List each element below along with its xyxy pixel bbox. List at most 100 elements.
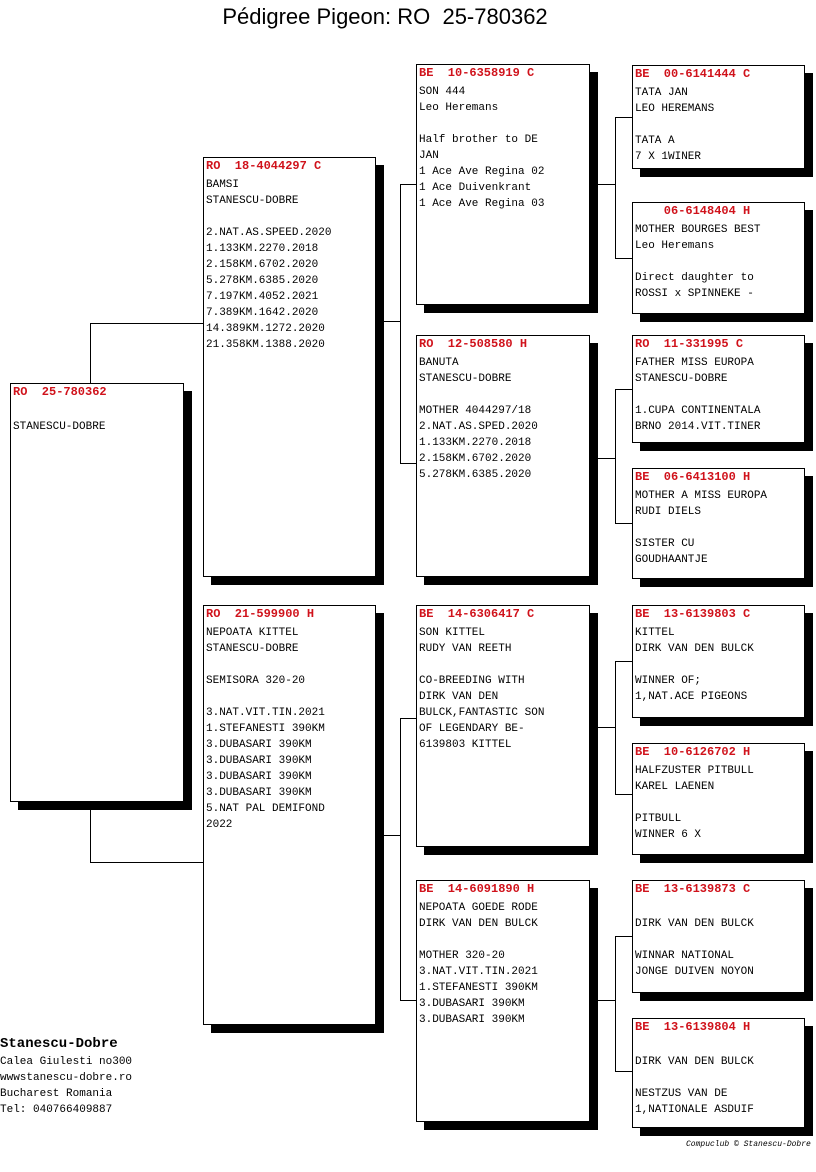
ring-number: RO 25-780362	[13, 385, 107, 399]
pigeon-info-line: 2.NAT.AS.SPEED.2020	[206, 227, 332, 239]
connector-line	[90, 323, 91, 383]
pigeon-info-line: KAREL LAENEN	[635, 781, 715, 793]
connector-line	[400, 184, 416, 185]
breeder-phone: Tel: 040766409887	[0, 1104, 113, 1116]
pigeon-info-line: BRNO 2014.VIT.TINER	[635, 421, 761, 433]
pigeon-card-great-grandparent: BE 10-6126702 H HALFZUSTER PITBULL KAREL L…	[632, 743, 805, 855]
pigeon-info-line: MOTHER 4044297/18	[419, 405, 532, 417]
connector-line	[590, 1000, 615, 1001]
pigeon-info-line: KITTEL	[635, 627, 675, 639]
pigeon-info-line: STANESCU-DOBRE	[13, 421, 106, 433]
pigeon-info-line: BULCK,FANTASTIC SON	[419, 707, 545, 719]
connector-line	[615, 389, 632, 390]
connector-line	[90, 862, 203, 863]
pigeon-info-line	[13, 403, 181, 419]
pigeon-info-line: 1.133KM.2270.2018	[206, 243, 319, 255]
breeder-website: wwwstanescu-dobre.ro	[0, 1072, 133, 1084]
pigeon-info-line	[206, 689, 373, 705]
pigeon-info-line: 1.CUPA CONTINENTALA	[635, 405, 761, 417]
pigeon-info-line: TATA A	[635, 135, 675, 147]
pigeon-info-line: JAN	[419, 150, 439, 162]
pigeon-info-line: MOTHER BOURGES BEST	[635, 224, 761, 236]
pigeon-info-line: TATA JAN	[635, 87, 688, 99]
connector-line	[615, 661, 632, 662]
pigeon-info-line: STANESCU-DOBRE	[206, 643, 299, 655]
ring-number: BE 13-6139873 C	[635, 882, 751, 896]
connector-line	[400, 463, 416, 464]
pigeon-info-line	[206, 657, 373, 673]
pigeon-card-grandparent: BE 10-6358919 C SON 444 Leo Heremans Half b…	[416, 64, 590, 305]
pigeon-info-line: SEMISORA 320-20	[206, 675, 306, 687]
ring-number: 06-6148404 H	[635, 204, 751, 218]
pigeon-info-line: DIRK VAN DEN	[419, 691, 499, 703]
pigeon-info-line: DIRK VAN DEN BULCK	[419, 918, 538, 930]
pigeon-info-line: NEPOATA KITTEL	[206, 627, 299, 639]
pigeon-info-line: 1 Ace Ave Regina 02	[419, 166, 545, 178]
pigeon-info-line: SON 444	[419, 86, 466, 98]
pigeon-info-line: BAMSI	[206, 179, 240, 191]
pigeon-info-line: BANUTA	[419, 357, 459, 369]
breeder-info: Stanescu-Dobre Calea Giulesti no300 wwws…	[0, 1034, 132, 1118]
pigeon-card-grandparent: BE 14-6306417 C SON KITTEL RUDY VAN REETH C…	[416, 605, 590, 847]
pigeon-card-parent: RO 21-599900 H NEPOATA KITTEL STANESCU-DOB…	[203, 605, 376, 1025]
pigeon-info-line: CO-BREEDING WITH	[419, 675, 525, 687]
pigeon-info-line: MOTHER A MISS EUROPA	[635, 490, 768, 502]
connector-line	[615, 523, 632, 524]
pigeon-card-great-grandparent: 06-6148404 H MOTHER BOURGES BEST Leo Herem…	[632, 202, 805, 314]
pigeon-info-line: LEO HEREMANS	[635, 103, 715, 115]
pigeon-info-line	[635, 520, 802, 536]
ring-number: BE 13-6139803 C	[635, 607, 751, 621]
pigeon-info-line: DIRK VAN DEN BULCK	[635, 1056, 754, 1068]
pigeon-info-line: 3.DUBASARI 390KM	[419, 1014, 525, 1026]
ring-number: RO 12-508580 H	[419, 337, 528, 351]
pigeon-info-line: PITBULL	[635, 813, 682, 825]
pigeon-info-line: 1,NATIONALE ASDUIF	[635, 1104, 754, 1116]
pigeon-info-line: 7.389KM.1642.2020	[206, 307, 319, 319]
ring-number: BE 14-6306417 C	[419, 607, 535, 621]
connector-line	[376, 835, 400, 836]
pigeon-info-line	[419, 387, 587, 403]
pigeon-info-line: 3.NAT.VIT.TIN.2021	[206, 707, 325, 719]
pigeon-info-line	[419, 116, 587, 132]
pigeon-info-line: 3.DUBASARI 390KM	[419, 998, 525, 1010]
pigeon-info-line: STANESCU-DOBRE	[419, 373, 512, 385]
ring-number: BE 13-6139804 H	[635, 1020, 751, 1034]
connector-line	[376, 321, 400, 322]
connector-line	[590, 727, 615, 728]
pigeon-info-line: 3.DUBASARI 390KM	[206, 771, 312, 783]
pigeon-info-line	[635, 387, 802, 403]
pigeon-info-line: GOUDHAANTJE	[635, 554, 708, 566]
ring-number: BE 00-6141444 C	[635, 67, 751, 81]
pigeon-card-great-grandparent: BE 06-6413100 H MOTHER A MISS EUROPA RUDI …	[632, 468, 805, 579]
ring-number: BE 06-6413100 H	[635, 470, 751, 484]
pigeon-card-parent: RO 18-4044297 C BAMSI STANESCU-DOBRE 2.NAT.…	[203, 157, 376, 577]
pigeon-info-line: 5.278KM.6385.2020	[419, 469, 532, 481]
pigeon-info-line: 3.DUBASARI 390KM	[206, 739, 312, 751]
connector-line	[590, 184, 615, 185]
pigeon-card-great-grandparent: BE 00-6141444 C TATA JAN LEO HEREMANS TATA …	[632, 65, 805, 169]
pigeon-info-line: WINNER 6 X	[635, 829, 702, 841]
pigeon-card-grandparent: BE 14-6091890 H NEPOATA GOEDE RODE DIRK VA…	[416, 880, 590, 1122]
pigeon-info-line: 2.NAT.AS.SPED.2020	[419, 421, 538, 433]
pigeon-card-subject: RO 25-780362 STANESCU-DOBRE	[10, 383, 184, 802]
pigeon-info-line: 1.STEFANESTI 390KM	[419, 982, 538, 994]
ring-number: BE 14-6091890 H	[419, 882, 535, 896]
pigeon-info-line: 7.197KM.4052.2021	[206, 291, 319, 303]
pigeon-info-line: FATHER MISS EUROPA	[635, 357, 754, 369]
pigeon-info-line	[635, 1038, 802, 1054]
pigeon-info-line: 7 X 1WINER	[635, 151, 702, 163]
pigeon-info-line: Half brother to DE	[419, 134, 538, 146]
connector-line	[400, 718, 416, 719]
pigeon-info-line: ROSSI x SPINNEKE -	[635, 288, 754, 300]
connector-line	[400, 718, 401, 1001]
pigeon-info-line: 2.158KM.6702.2020	[206, 259, 319, 271]
pigeon-info-line: Leo Heremans	[419, 102, 499, 114]
pigeon-info-line: 3.DUBASARI 390KM	[206, 755, 312, 767]
ring-number: BE 10-6358919 C	[419, 66, 535, 80]
pigeon-card-grandparent: RO 12-508580 H BANUTA STANESCU-DOBRE MOTHER…	[416, 335, 590, 577]
pigeon-info-line: 1 Ace Ave Regina 03	[419, 198, 545, 210]
pigeon-info-line: OF LEGENDARY BE-	[419, 723, 525, 735]
pigeon-card-great-grandparent: BE 13-6139803 C KITTEL DIRK VAN DEN BULCK W…	[632, 605, 805, 718]
pigeon-info-line: DIRK VAN DEN BULCK	[635, 918, 754, 930]
